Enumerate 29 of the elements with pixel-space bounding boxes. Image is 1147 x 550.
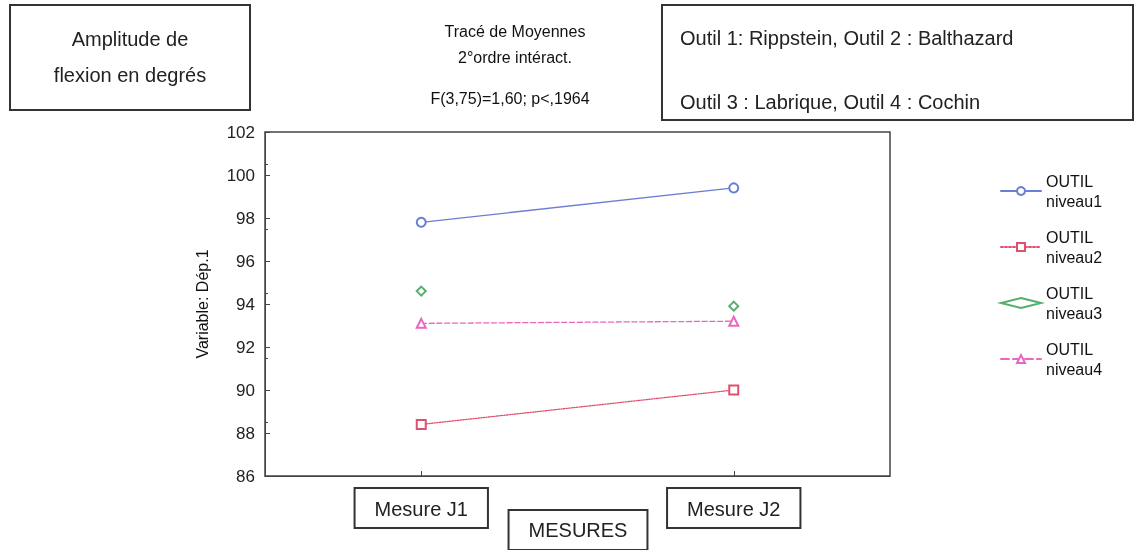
legend-label: OUTIL niveau2 [1046, 228, 1103, 266]
y-tick-label: 98 [236, 208, 255, 228]
y-tick-label: 94 [236, 294, 255, 314]
chart-title: Tracé de Moyennes [444, 22, 586, 40]
x-tick-label: Mesure J2 [687, 498, 781, 520]
point [728, 182, 740, 194]
x-axis-title: MESURES [528, 519, 628, 541]
y-axis-title: Variable: Dép.1 [193, 249, 211, 359]
point [728, 300, 740, 312]
point [728, 384, 740, 396]
text: F(3,75)=1,60; p<,1964 [430, 89, 590, 107]
y-tick-label: 102 [226, 122, 255, 142]
y-tick-label: 100 [226, 165, 255, 185]
text: Amplitude de flexion en degrés [53, 28, 207, 86]
y-tick-label: 90 [236, 380, 255, 400]
chart-subtitle: 2°ordre intéract. [457, 48, 573, 66]
x-tick-label: Mesure J1 [374, 498, 468, 520]
legend-label: OUTIL niveau1 [1046, 172, 1103, 210]
y-tick-label: 86 [236, 466, 255, 486]
text: Outil 3 : Labrique, Outil 4 : Cochin [680, 91, 981, 113]
y-tick-label: 92 [236, 337, 255, 357]
y-tick-label: 88 [236, 423, 255, 443]
text: Outil 1: Rippstein, Outil 2 : Balthazard [680, 27, 1014, 49]
legend-label: OUTIL niveau3 [1046, 284, 1103, 322]
point [415, 418, 427, 430]
point [415, 216, 427, 228]
legend-label: OUTIL niveau4 [1046, 340, 1103, 378]
y-tick-label: 96 [236, 251, 255, 271]
point [415, 285, 427, 297]
